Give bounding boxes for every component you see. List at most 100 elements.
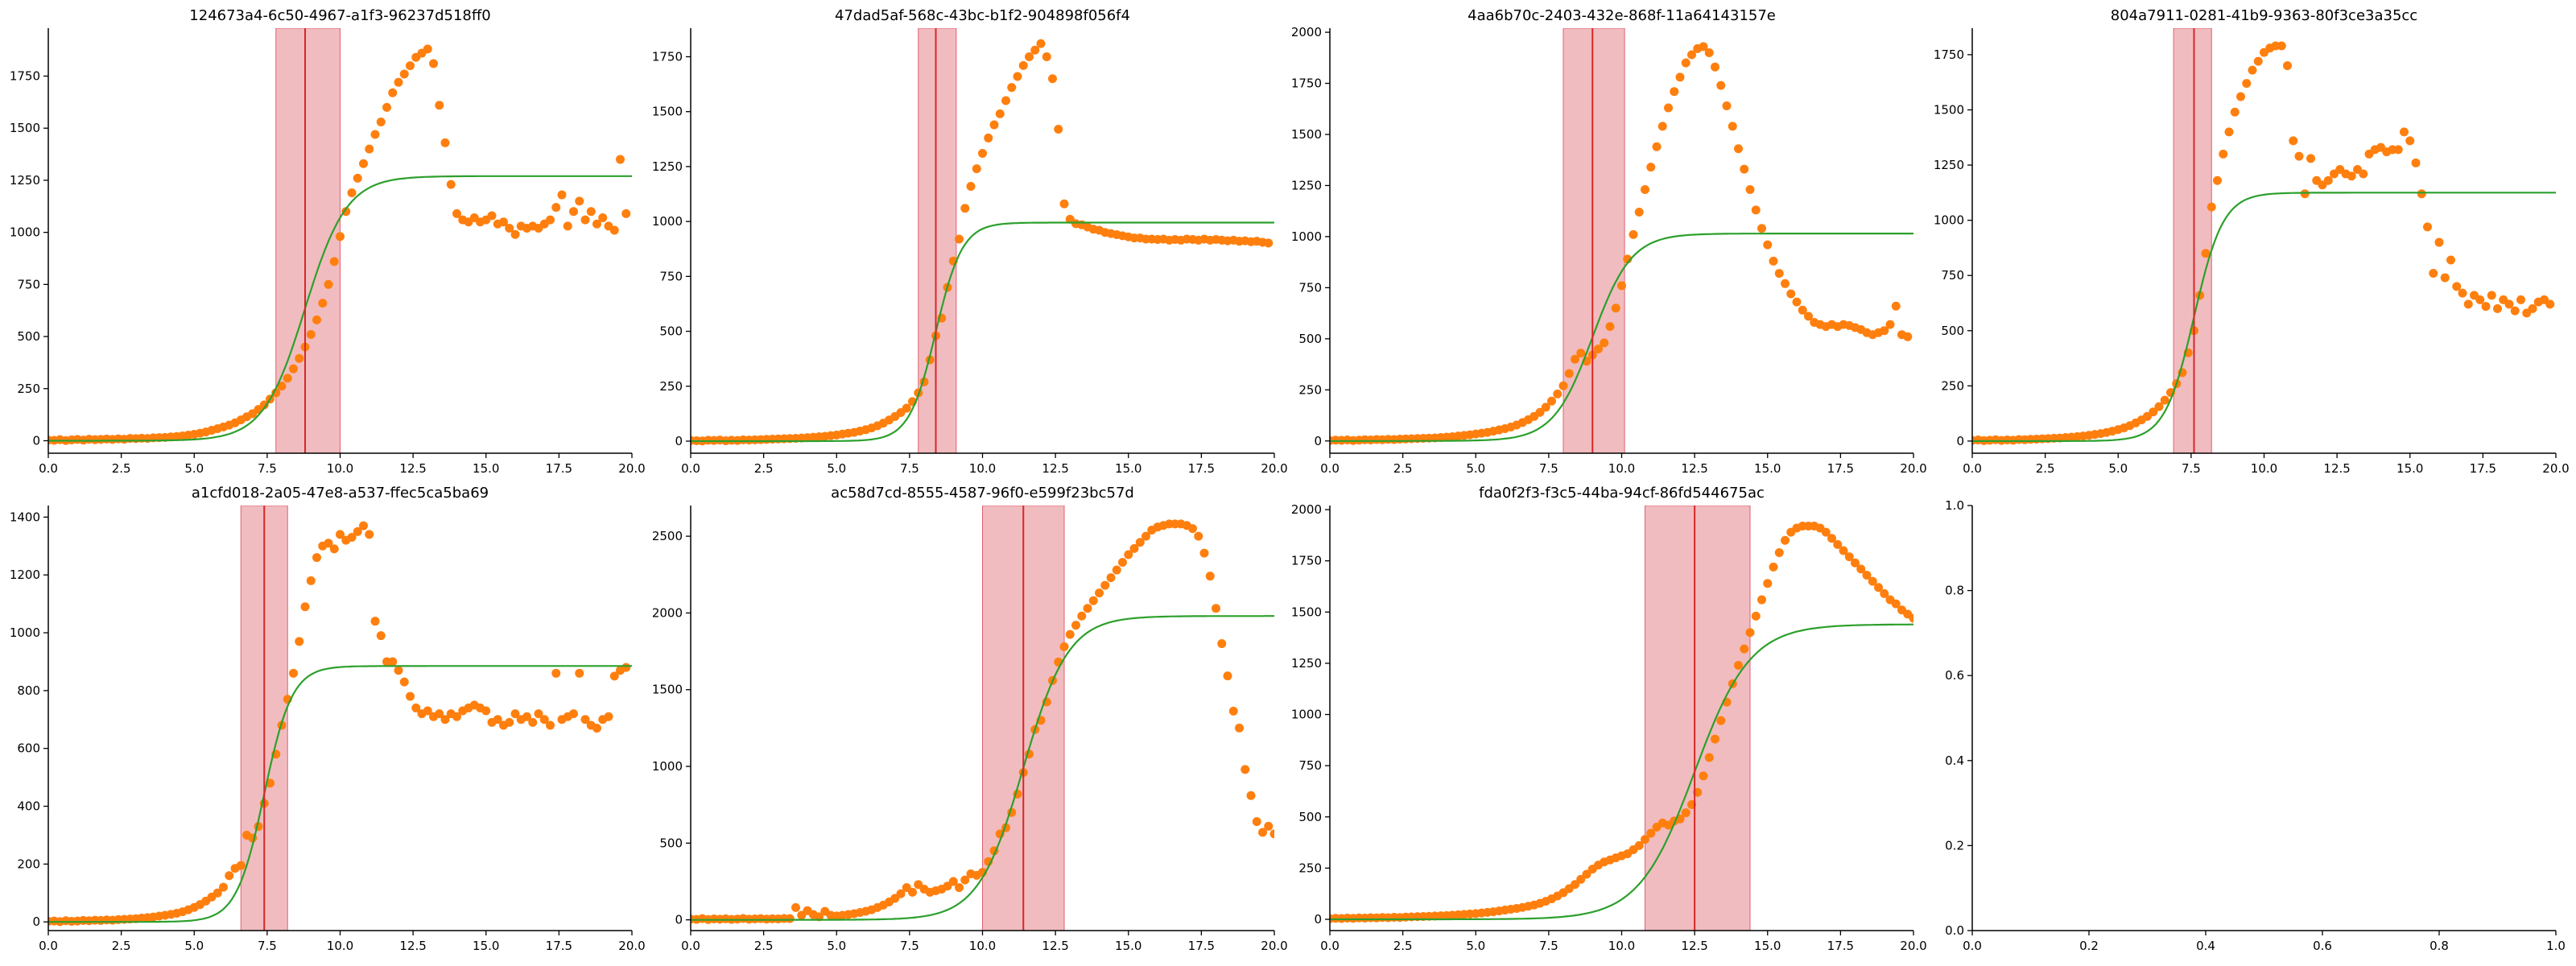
y-tick-label: 1750 [1291, 554, 1322, 568]
data-point [440, 715, 450, 724]
data-point [546, 215, 555, 225]
x-tick-label: 17.5 [546, 461, 572, 476]
data-point [289, 668, 298, 678]
data-point [1751, 611, 1761, 621]
data-point [580, 215, 590, 225]
data-point [452, 712, 461, 721]
data-point [336, 530, 345, 539]
data-point [539, 715, 549, 724]
data-point [1264, 821, 1274, 831]
data-point [1769, 562, 1778, 572]
data-point [995, 109, 1005, 118]
data-point [1018, 60, 1028, 70]
x-tick-label: 10.0 [969, 461, 996, 476]
data-point [1862, 571, 1872, 580]
data-point [1880, 326, 1889, 336]
data-point [225, 871, 234, 881]
y-tick-label: 500 [659, 836, 683, 850]
y-tick-label: 0 [1956, 434, 1964, 448]
chart-panel-6: ac58d7cd-8555-4587-96f0-e599f23bc57d 0.0 2… [652, 485, 1288, 953]
x-tick-label: 2.5 [754, 461, 774, 476]
data-point [966, 181, 976, 191]
data-point [353, 526, 362, 536]
data-point [1269, 829, 1274, 839]
data-points [691, 39, 1274, 446]
y-tick-label: 1500 [1291, 605, 1322, 619]
x-tick-label: 10.0 [327, 461, 353, 476]
x-tick-label: 20.0 [1900, 461, 1926, 476]
y-tick-label: 1.0 [1945, 498, 1964, 513]
data-point [2545, 299, 2555, 309]
data-point [546, 720, 555, 730]
data-point [1734, 660, 1743, 670]
x-tick-label: 0.8 [2429, 939, 2449, 953]
data-point [399, 69, 409, 79]
data-point [1553, 389, 1563, 398]
data-point [1258, 828, 1267, 837]
data-point [1699, 771, 1708, 781]
data-point [2207, 202, 2216, 212]
uncertainty-band [918, 28, 957, 453]
x-tick-label: 20.0 [1261, 461, 1287, 476]
x-tick-label: 10.0 [327, 939, 353, 953]
data-point [1088, 596, 1098, 605]
x-tick-label: 17.5 [1188, 939, 1215, 953]
data-points [1972, 41, 2555, 445]
data-point [1059, 199, 1069, 208]
data-point [2411, 158, 2421, 167]
data-point [575, 196, 584, 206]
y-axis-ticks: 0 250 500 750 1000 1250 1500 1750 2000 [1291, 25, 1330, 448]
x-tick-label: 15.0 [2396, 461, 2423, 476]
data-point [1716, 80, 1726, 90]
x-tick-label: 0.0 [1320, 461, 1340, 476]
y-tick-label: 1000 [10, 225, 40, 240]
x-tick-label: 0.0 [1963, 939, 1982, 953]
data-point [295, 353, 304, 363]
x-tick-label: 10.0 [2251, 461, 2277, 476]
data-point [1217, 639, 1227, 649]
data-point [609, 225, 619, 235]
data-point [1641, 185, 1649, 195]
x-tick-label: 20.0 [2542, 461, 2569, 476]
x-axis-ticks: 0.0 2.5 5.0 7.5 10.0 12.5 15.0 17.5 20.0 [39, 453, 646, 476]
data-point [960, 204, 970, 213]
plot-area [691, 28, 1274, 453]
data-point [1704, 753, 1714, 762]
data-point [1042, 52, 1051, 61]
data-point [557, 190, 567, 200]
data-point [1792, 297, 1802, 307]
data-point [329, 257, 339, 266]
y-tick-label: 0 [675, 913, 683, 927]
x-tick-label: 10.0 [1608, 939, 1635, 953]
data-point [1223, 671, 1232, 681]
y-tick-label: 1500 [1934, 102, 1964, 117]
y-tick-label: 750 [1298, 280, 1322, 295]
data-point [1634, 207, 1644, 217]
x-tick-label: 20.0 [618, 461, 645, 476]
data-point [534, 709, 543, 719]
data-point [423, 44, 432, 54]
panel-title: 124673a4-6c50-4967-a1f3-96237d518ff0 [189, 7, 490, 24]
data-point [1740, 644, 1749, 654]
data-point [306, 329, 316, 339]
data-point [2493, 303, 2502, 313]
data-point [1774, 269, 1784, 279]
data-point [510, 709, 520, 719]
y-tick-label: 1400 [10, 510, 40, 524]
panel-title: 804a7911-0281-41b9-9363-80f3ce3a35cc [2111, 7, 2417, 24]
data-point [487, 211, 497, 221]
data-point [1129, 543, 1139, 553]
x-tick-label: 15.0 [473, 939, 499, 953]
x-tick-label: 0.0 [1963, 461, 1982, 476]
y-tick-label: 2000 [1291, 25, 1322, 39]
data-point [2306, 154, 2315, 163]
data-point [2504, 299, 2514, 309]
data-point [277, 382, 287, 391]
y-tick-label: 1000 [10, 625, 40, 640]
data-point [1868, 576, 1877, 586]
y-tick-label: 1200 [10, 568, 40, 582]
y-tick-label: 250 [659, 379, 683, 394]
data-point [365, 144, 374, 154]
x-tick-label: 0.0 [39, 939, 58, 953]
chart-panel-1: 124673a4-6c50-4967-a1f3-96237d518ff0 0.0 2… [10, 7, 646, 476]
